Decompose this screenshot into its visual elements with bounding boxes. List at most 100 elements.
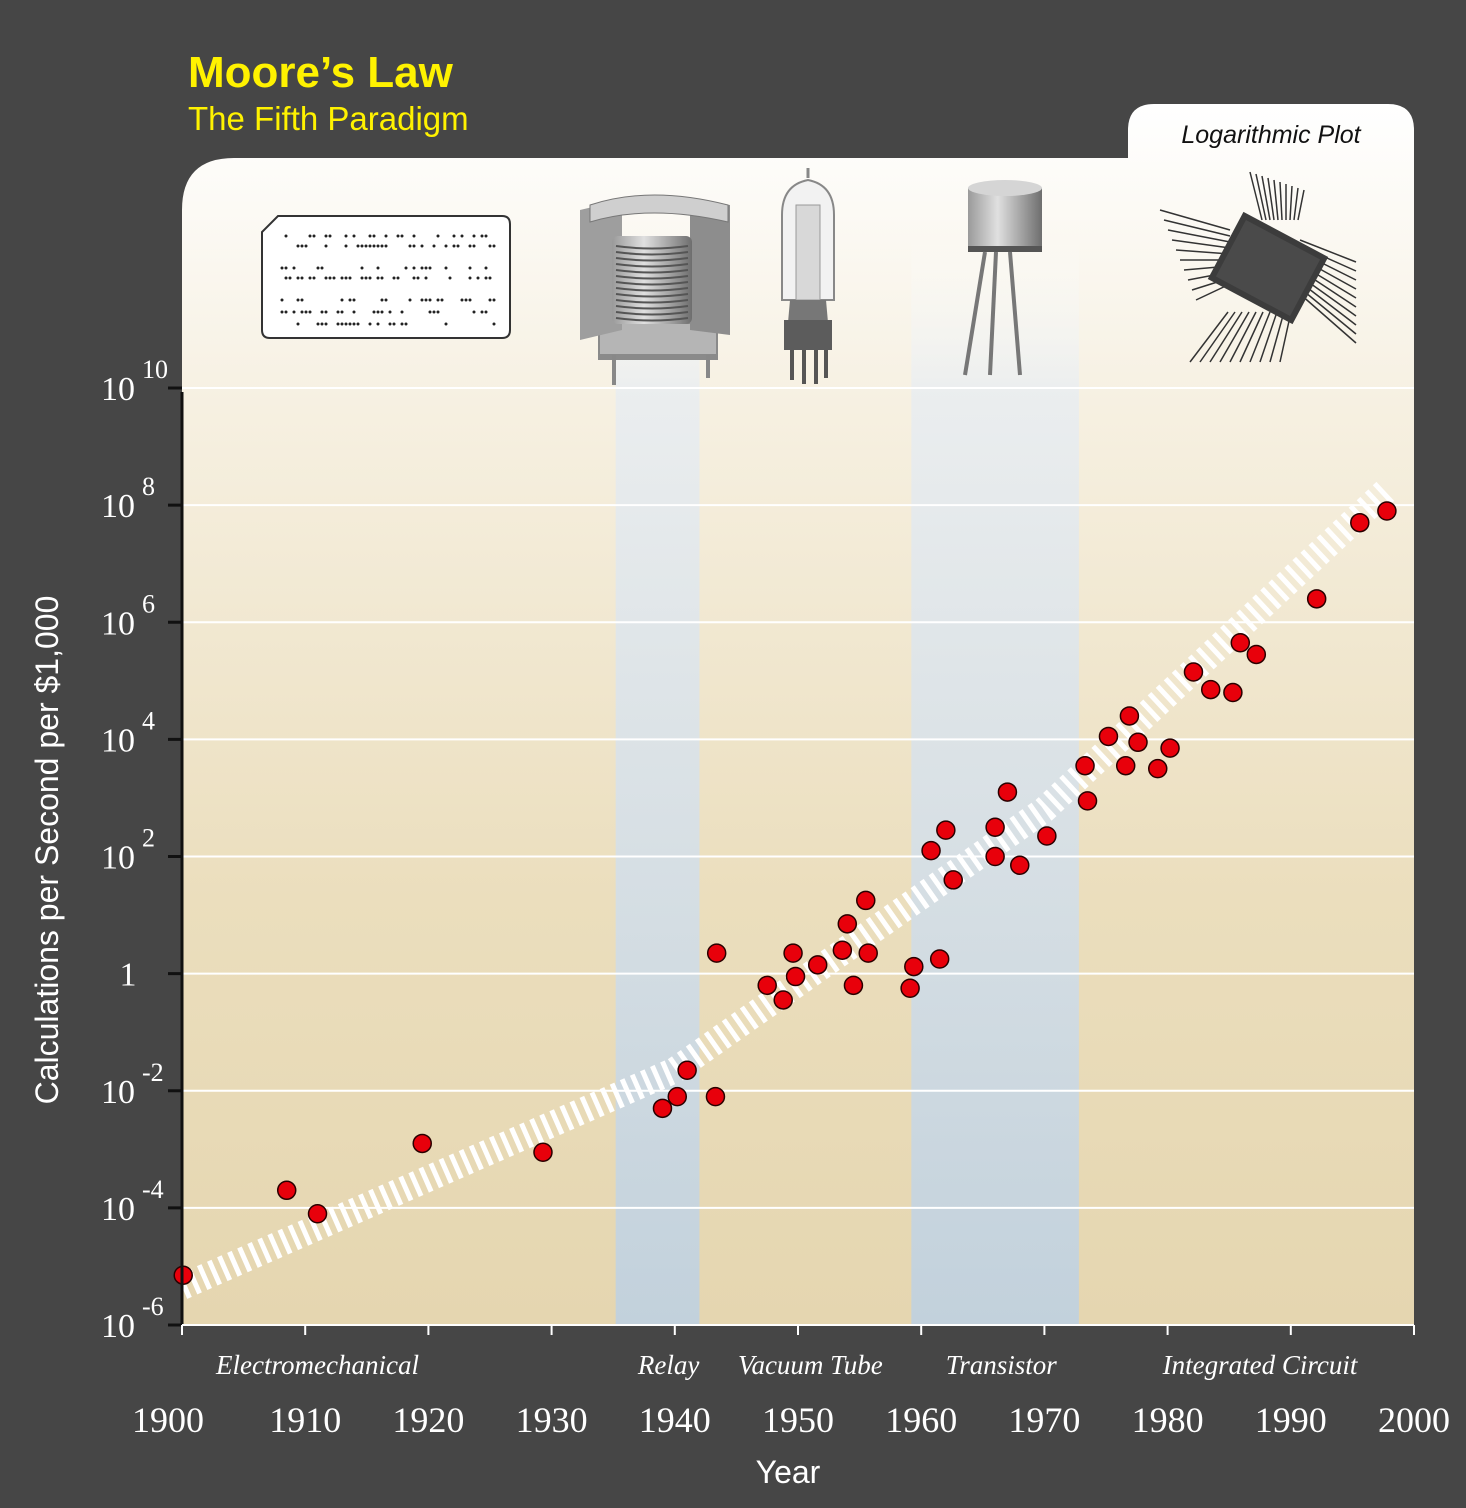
punch-hole: [388, 322, 392, 326]
ic-trace: [1299, 239, 1357, 263]
data-point: [1077, 791, 1098, 811]
punch-hole: [376, 310, 380, 314]
punch-hole: [332, 276, 336, 280]
data-point: [706, 943, 727, 963]
punch-hole: [480, 310, 484, 314]
punch-hole: [428, 298, 432, 302]
data-point: [807, 955, 828, 975]
coil-winding: [615, 287, 689, 292]
plot-note: Logarithmic Plot: [1181, 121, 1361, 149]
punch-hole: [484, 276, 488, 280]
relay-icon: [580, 194, 730, 385]
punch-hole: [492, 322, 496, 326]
ic-trace: [1259, 311, 1278, 363]
coil-winding: [615, 257, 689, 262]
ic-trace: [1175, 249, 1231, 255]
punch-hole: [468, 298, 472, 302]
data-point: [929, 949, 950, 969]
ic-trace: [1199, 311, 1236, 363]
punch-hole: [488, 244, 492, 248]
punch-hole: [392, 276, 396, 280]
punch-hole: [400, 310, 404, 314]
x-tick-label: 1900: [132, 1400, 204, 1440]
data-point: [1246, 644, 1267, 665]
data-point: [1160, 738, 1180, 758]
data-point: [858, 943, 878, 963]
ic-trace: [1239, 311, 1264, 363]
era-band-transistor: [911, 230, 1079, 1325]
coil-winding: [615, 275, 689, 280]
ic-trace: [1255, 173, 1267, 221]
punch-hole: [400, 322, 404, 326]
y-tick-label: 1: [120, 957, 137, 994]
x-tick-label: 1930: [516, 1400, 588, 1440]
y-tick-exponent: 8: [142, 472, 155, 501]
punch-hole: [468, 266, 472, 270]
punch-hole: [360, 266, 364, 270]
punch-hole: [316, 322, 320, 326]
y-tick-label: 10: [101, 371, 135, 408]
punch-hole: [320, 266, 324, 270]
punch-hole: [420, 266, 424, 270]
punch-hole: [372, 234, 376, 238]
punch-hole: [356, 244, 360, 248]
ic-trace: [1267, 177, 1275, 221]
coil-winding: [615, 269, 689, 274]
data-point: [1010, 855, 1030, 876]
plot-area: [182, 104, 1414, 1325]
y-tick-exponent: 2: [142, 824, 155, 853]
punch-hole: [472, 244, 476, 248]
coil-winding: [615, 245, 689, 250]
punch-hole: [340, 310, 344, 314]
punch-hole: [452, 234, 456, 238]
punch-hole: [300, 276, 304, 280]
punch-hole: [376, 244, 380, 248]
y-tick-label: 10: [101, 488, 135, 525]
punch-hole: [308, 234, 312, 238]
y-tick-label: 10: [101, 605, 135, 642]
punch-hole: [304, 310, 308, 314]
punch-hole: [408, 244, 412, 248]
data-point: [832, 940, 853, 960]
punch-hole: [396, 276, 400, 280]
punch-hole: [424, 298, 428, 302]
punch-hole: [300, 244, 304, 248]
ic-trace: [1269, 311, 1285, 363]
coil-winding: [615, 305, 689, 310]
punch-card-icon: [261, 215, 511, 339]
data-point: [904, 956, 924, 977]
punch-hole: [376, 322, 380, 326]
ic-trace: [1219, 311, 1250, 363]
punch-hole: [392, 322, 396, 326]
punch-hole: [480, 234, 484, 238]
punch-hole: [324, 244, 328, 248]
coil-winding: [615, 293, 689, 298]
punch-hole: [436, 310, 440, 314]
punch-hole: [328, 276, 332, 280]
x-tick-label: 2000: [1378, 1400, 1450, 1440]
data-point: [1128, 732, 1148, 753]
punch-hole: [280, 310, 284, 314]
punch-hole: [368, 322, 372, 326]
punch-hole: [424, 266, 428, 270]
punch-hole: [380, 298, 384, 302]
punch-hole: [356, 322, 360, 326]
x-tick-label: 1950: [762, 1400, 834, 1440]
punch-hole: [384, 234, 388, 238]
data-point: [773, 990, 793, 1010]
punch-hole: [304, 244, 308, 248]
data-point: [900, 978, 920, 999]
punch-hole: [412, 244, 416, 248]
ic-trace: [1249, 311, 1271, 363]
punch-hole: [436, 234, 440, 238]
punch-hole: [368, 234, 372, 238]
punch-hole: [432, 310, 436, 314]
y-tick-label: 10: [101, 840, 135, 877]
punch-hole: [428, 310, 432, 314]
punch-hole: [284, 310, 288, 314]
x-tick-label: 1980: [1132, 1400, 1204, 1440]
paradigm-label: Integrated Circuit: [1162, 1350, 1359, 1380]
punch-hole: [352, 310, 356, 314]
data-point: [1075, 755, 1095, 776]
punch-hole: [396, 234, 400, 238]
